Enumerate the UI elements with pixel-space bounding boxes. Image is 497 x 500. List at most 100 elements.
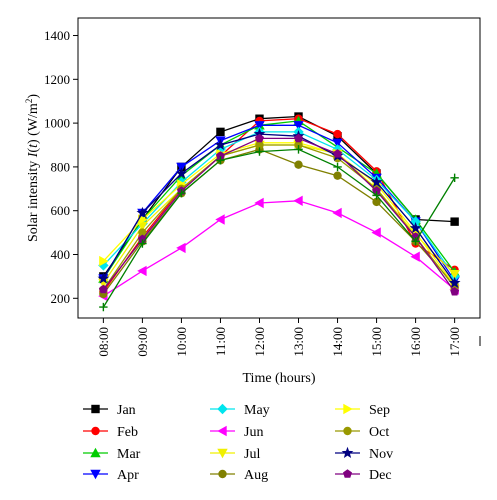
legend-marker xyxy=(341,446,354,458)
x-tick-label: 08:00 xyxy=(96,327,111,357)
data-point xyxy=(214,138,227,150)
legend-item-mar: Mar xyxy=(83,447,141,462)
data-point xyxy=(137,221,148,232)
data-point xyxy=(371,227,381,238)
legend-label: Nov xyxy=(369,447,393,462)
data-point xyxy=(254,121,265,131)
data-point xyxy=(98,284,108,294)
data-point xyxy=(99,302,108,312)
data-point xyxy=(216,127,225,137)
data-point xyxy=(138,228,147,237)
legend-marker xyxy=(91,426,100,436)
legend-label: Jul xyxy=(244,447,260,462)
data-point xyxy=(294,160,303,169)
legend-marker xyxy=(217,403,228,415)
y-tick-label: 1400 xyxy=(44,28,70,43)
series-line xyxy=(102,148,456,308)
legend-marker xyxy=(343,426,352,436)
legend-label: Apr xyxy=(117,468,139,483)
x-tick-label: 13:00 xyxy=(291,327,306,357)
data-point xyxy=(449,270,460,280)
y-tick-label: 600 xyxy=(51,203,71,218)
data-point xyxy=(216,156,225,165)
data-point xyxy=(409,222,422,234)
data-point xyxy=(294,133,303,143)
legend-item-aug: Aug xyxy=(210,468,268,483)
series-oct xyxy=(99,140,459,294)
legend: Jan Feb Mar Apr May Jun Jul Aug Sep Oct Nov Dec xyxy=(83,403,393,483)
y-axis: 200 400 600 800 1000 1200 1400 xyxy=(44,28,78,306)
x-axis: 08:00 09:00 10:00 11:00 12:00 13:00 14:00 15:00… xyxy=(96,318,462,357)
legend-marker xyxy=(217,425,227,437)
data-point xyxy=(372,186,381,195)
data-point xyxy=(255,133,264,143)
data-point xyxy=(410,251,420,262)
data-point xyxy=(255,147,264,156)
data-point xyxy=(294,145,303,154)
data-point xyxy=(332,207,342,219)
x-tick-label: 09:00 xyxy=(135,327,150,357)
x-tick-label: 14:00 xyxy=(330,327,345,357)
series-line xyxy=(102,133,456,284)
x-tick-label: 16:00 xyxy=(408,327,423,357)
y-tick-label: 200 xyxy=(51,291,71,306)
data-point xyxy=(216,151,225,160)
series-layer xyxy=(97,112,461,312)
data-point xyxy=(293,195,303,206)
legend-item-may: May xyxy=(210,403,270,418)
series-line xyxy=(102,137,456,293)
legend-label: Jan xyxy=(117,403,136,418)
y-axis-title: Solar intensity I(t) (W/m2) xyxy=(24,94,41,242)
legend-marker xyxy=(90,469,101,480)
x-axis-title: Time (hours) xyxy=(243,371,316,386)
legend-item-apr: Apr xyxy=(83,468,139,483)
x-tick-label: 17:00 xyxy=(447,327,462,357)
data-point xyxy=(333,129,342,139)
x-tick-label: 15:00 xyxy=(369,327,384,357)
data-point xyxy=(333,171,342,180)
data-point xyxy=(333,149,342,158)
data-point xyxy=(448,276,461,288)
data-point xyxy=(138,239,147,248)
data-point xyxy=(175,167,188,179)
data-point xyxy=(136,206,149,218)
legend-marker xyxy=(218,469,227,479)
y-tick-label: 1200 xyxy=(44,72,70,87)
legend-label: Sep xyxy=(369,403,390,418)
legend-item-dec: Dec xyxy=(335,468,392,483)
y-tick-label: 400 xyxy=(51,247,71,262)
series-jan xyxy=(99,112,459,281)
series-line xyxy=(102,144,456,290)
data-point xyxy=(370,176,383,188)
data-point xyxy=(255,140,264,150)
series-unlabeled xyxy=(99,145,459,312)
data-point xyxy=(333,162,342,172)
legend-item-jun: Jun xyxy=(210,425,263,440)
series-line xyxy=(102,142,456,286)
data-point xyxy=(97,272,110,284)
series-dec xyxy=(98,133,460,296)
series-line xyxy=(102,118,455,293)
plot-area xyxy=(77,17,481,346)
data-point xyxy=(177,188,186,198)
legend-item-jan: Jan xyxy=(83,403,136,418)
legend-item-oct: Oct xyxy=(335,425,389,440)
x-tick-label: 10:00 xyxy=(174,327,189,357)
legend-item-nov: Nov xyxy=(335,446,393,462)
legend-label: Jun xyxy=(244,425,263,440)
legend-marker xyxy=(91,404,100,414)
data-point xyxy=(372,191,381,200)
legend-label: May xyxy=(244,403,270,418)
data-point xyxy=(411,237,420,246)
legend-marker xyxy=(90,447,101,458)
data-point xyxy=(372,197,381,207)
legend-label: Oct xyxy=(369,425,389,440)
legend-item-sep: Sep xyxy=(335,403,390,418)
series-line xyxy=(102,124,456,282)
data-point xyxy=(99,255,109,267)
legend-item-feb: Feb xyxy=(83,425,138,440)
legend-marker xyxy=(217,448,228,459)
data-point xyxy=(215,214,225,225)
plot-frame xyxy=(77,17,481,319)
